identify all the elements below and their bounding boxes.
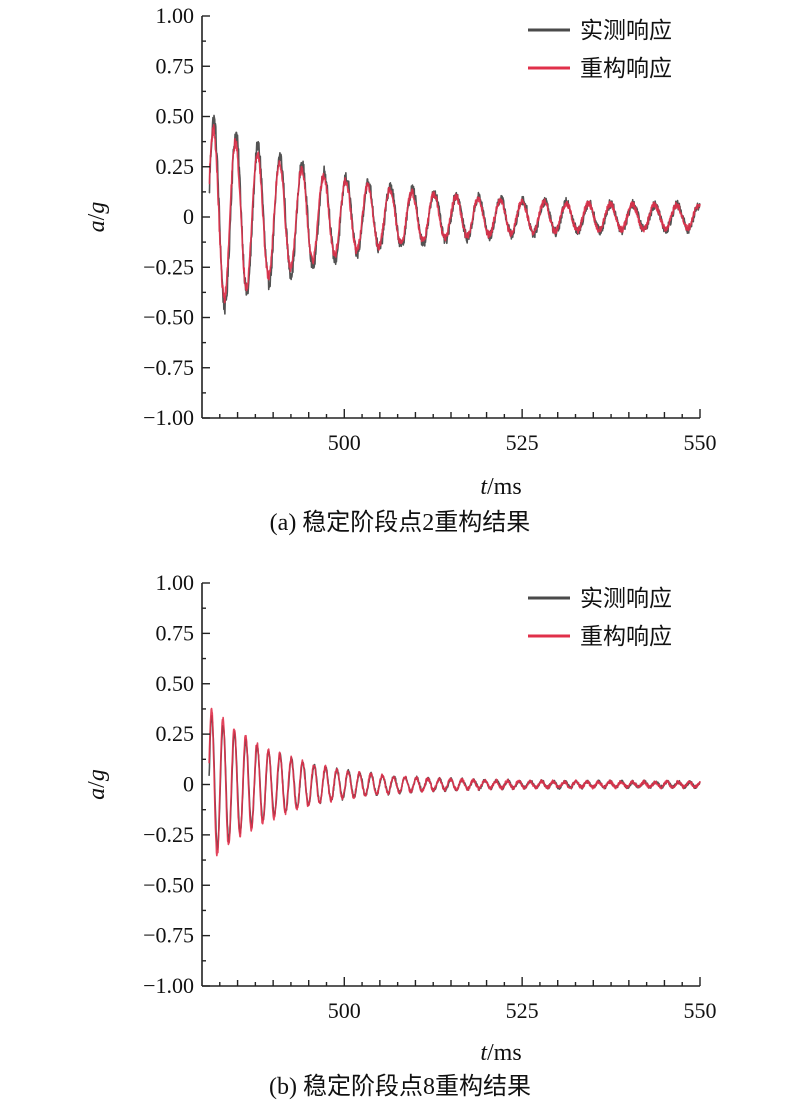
x-tick-label: 525 — [506, 998, 539, 1023]
y-tick-label: 0 — [183, 772, 194, 797]
legend-label-measured: 实测响应 — [580, 586, 672, 612]
x-tick-label: 500 — [328, 998, 361, 1023]
y-tick-label: −0.25 — [143, 254, 194, 279]
y-axis-label: a/g — [84, 769, 110, 800]
series-line-reconstructed — [208, 707, 701, 857]
series-layer — [208, 114, 701, 315]
y-tick-label: 0.50 — [156, 104, 195, 129]
y-tick-label: 0 — [183, 204, 194, 229]
x-tick-label: 525 — [506, 430, 539, 455]
y-tick-label: −0.75 — [143, 923, 194, 948]
series-layer — [208, 707, 701, 857]
y-tick-label: 0.50 — [156, 671, 195, 696]
y-tick-label: −0.25 — [143, 822, 194, 847]
y-tick-label: 0.75 — [156, 620, 195, 645]
y-ticks: 1.00 0.75 0.50 0.25 0 −0.25 −0.50 −0.75 −1.00 — [143, 3, 210, 430]
x-tick-label: 500 — [328, 430, 361, 455]
y-tick-label: 0.25 — [156, 154, 195, 179]
chart-panel-b: 1.00 0.75 0.50 0.25 0 −0.25 −0.50 −0.75 −1.00 50… — [84, 570, 717, 1100]
y-ticks: 1.00 0.75 0.50 0.25 0 −0.25 −0.50 −0.75 −1.00 — [143, 570, 210, 998]
y-tick-label: −0.50 — [143, 872, 194, 897]
y-tick-label: −1.00 — [143, 405, 194, 430]
y-tick-label: −0.50 — [143, 305, 194, 330]
legend: 实测响应 重构响应 — [528, 586, 672, 650]
y-tick-label: −0.75 — [143, 355, 194, 380]
y-tick-label: 1.00 — [156, 570, 195, 595]
series-line-reconstructed — [208, 123, 701, 304]
x-ticks: 500 525 550 — [219, 977, 717, 1023]
y-tick-label: 1.00 — [156, 3, 195, 28]
legend: 实测响应 重构响应 — [528, 18, 672, 82]
legend-label-reconstructed: 重构响应 — [580, 624, 672, 650]
y-tick-label: −1.00 — [143, 973, 194, 998]
figure-caption: (a) 稳定阶段点2重构结果 — [270, 509, 531, 536]
x-axis-label: t/ms — [480, 474, 521, 500]
figure-caption: (b) 稳定阶段点8重构结果 — [269, 1073, 531, 1100]
legend-label-measured: 实测响应 — [580, 18, 672, 44]
chart-panel-a: 1.00 0.75 0.50 0.25 0 −0.25 −0.50 −0.75 −1.00 50… — [84, 3, 717, 536]
y-tick-label: 0.25 — [156, 721, 195, 746]
y-tick-label: 0.75 — [156, 53, 195, 78]
x-ticks: 500 525 550 — [219, 409, 717, 455]
x-axis-label: t/ms — [480, 1040, 521, 1066]
x-tick-label: 550 — [684, 430, 717, 455]
y-axis-label: a/g — [84, 202, 110, 233]
x-tick-label: 550 — [684, 998, 717, 1023]
legend-label-reconstructed: 重构响应 — [580, 56, 672, 82]
